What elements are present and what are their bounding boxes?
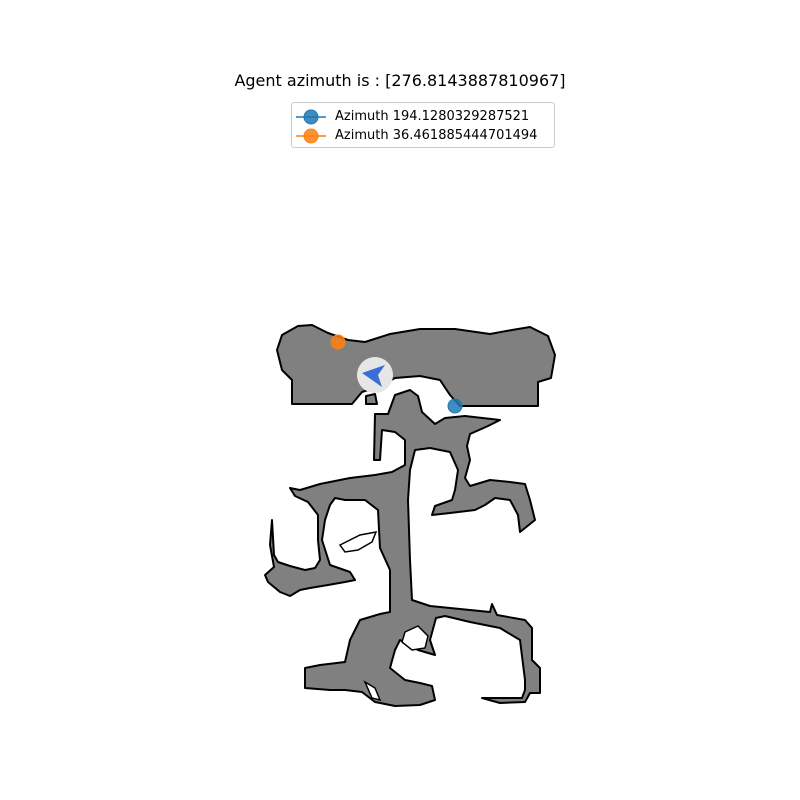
- small-pocket: [365, 393, 378, 405]
- central-corridor: [264, 389, 541, 707]
- plot-title: Agent azimuth is : [276.8143887810967]: [234, 71, 566, 90]
- map-voids: [338, 531, 429, 702]
- void: [363, 680, 382, 702]
- legend-entry-blue: Azimuth 194.1280329287521: [292, 107, 554, 127]
- agent: [357, 357, 393, 393]
- goal-marker-orange: [330, 334, 346, 350]
- void: [401, 625, 429, 651]
- goal-marker-blue: [447, 398, 463, 414]
- circle-marker-icon: [296, 128, 326, 144]
- upper-hall: [276, 324, 556, 407]
- legend-entry-orange: Azimuth 36.461885444701494: [292, 126, 554, 146]
- circle-marker-icon: [296, 109, 326, 125]
- legend-label: Azimuth 194.1280329287521: [335, 109, 530, 124]
- legend-label: Azimuth 36.461885444701494: [335, 128, 538, 143]
- navigation-arrow-icon: [362, 365, 385, 387]
- legend: Azimuth 194.1280329287521 Azimuth 36.461…: [291, 102, 555, 148]
- void: [338, 531, 378, 553]
- map-floor: [264, 324, 556, 707]
